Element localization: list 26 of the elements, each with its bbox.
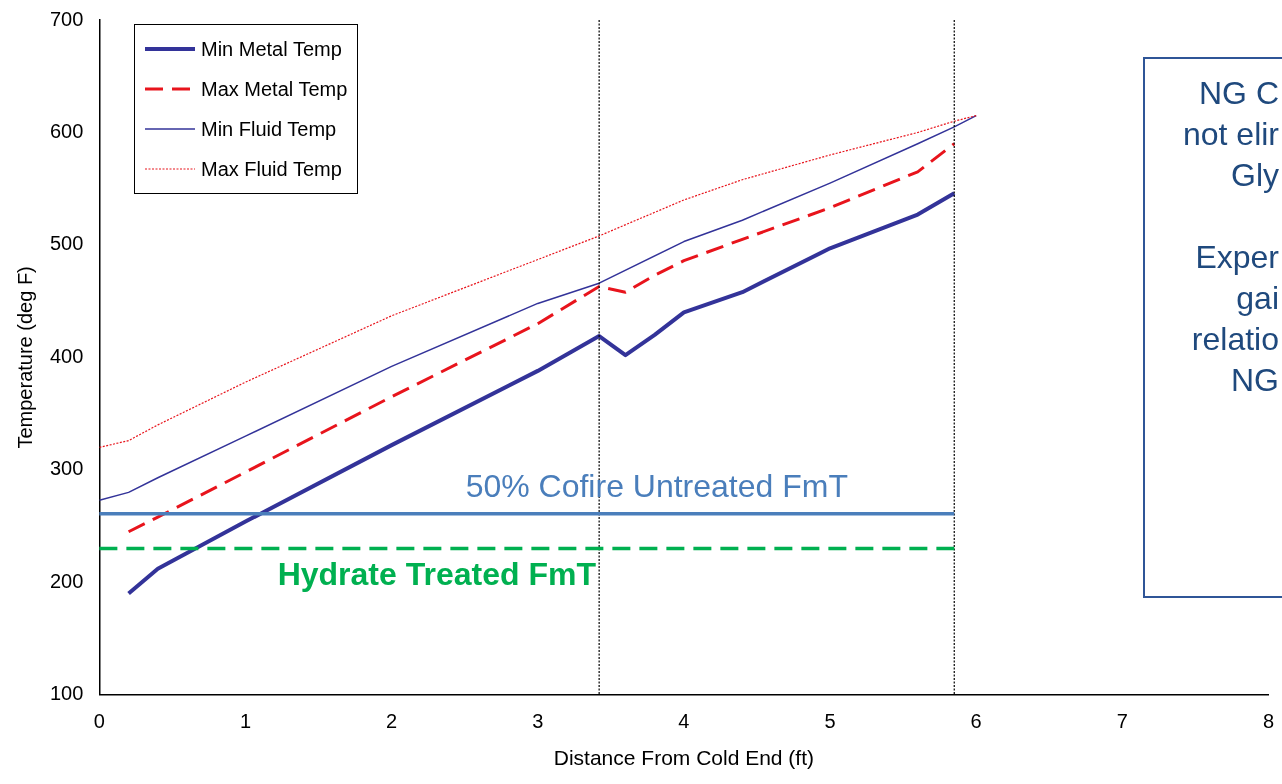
legend-label: Max Metal Temp xyxy=(201,77,348,101)
legend-label: Min Metal Temp xyxy=(201,37,342,61)
x-tick-label: 1 xyxy=(239,710,252,733)
y-tick-label: 700 xyxy=(49,7,84,30)
x-tick-label: 0 xyxy=(93,710,105,733)
x-tick-label: 7 xyxy=(1116,710,1128,733)
y-tick-label: 500 xyxy=(49,232,84,255)
y-tick-label: 600 xyxy=(49,119,84,142)
y-axis-title: Temperature (deg F) xyxy=(13,266,36,449)
ref-line-label: 50% Cofire Untreated FmT xyxy=(465,467,848,504)
y-tick-label: 300 xyxy=(49,457,84,480)
x-tick-label: 3 xyxy=(532,710,544,733)
x-tick-label: 4 xyxy=(678,710,690,733)
x-tick-label: 5 xyxy=(824,710,836,733)
y-tick-label: 200 xyxy=(49,569,84,592)
y-tick-label: 100 xyxy=(49,682,84,705)
x-tick-label: 8 xyxy=(1262,710,1274,733)
legend-label: Max Fluid Temp xyxy=(201,157,342,181)
legend-label: Min Fluid Temp xyxy=(201,117,337,141)
ref-line-label: Hydrate Treated FmT xyxy=(277,556,597,593)
x-tick-label: 2 xyxy=(386,710,398,733)
y-tick-label: 400 xyxy=(49,344,84,367)
line-series xyxy=(127,142,956,534)
x-tick-label: 6 xyxy=(970,710,982,733)
x-axis-title: Distance From Cold End (ft) xyxy=(553,746,815,770)
text-box: NG C not elir Gly Exper gai relatio NG xyxy=(1143,57,1282,598)
